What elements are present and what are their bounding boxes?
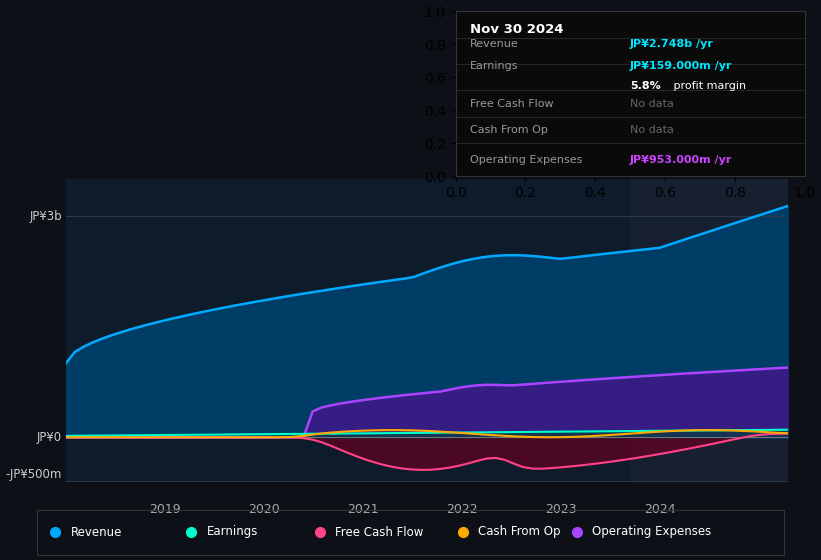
Text: Cash From Op: Cash From Op (470, 125, 548, 135)
Text: JP¥953.000m /yr: JP¥953.000m /yr (631, 155, 732, 165)
Text: 5.8%: 5.8% (631, 81, 661, 91)
Text: Free Cash Flow: Free Cash Flow (335, 525, 424, 539)
Text: 2019: 2019 (149, 503, 181, 516)
Text: JP¥2.748b /yr: JP¥2.748b /yr (631, 39, 714, 49)
Text: 2022: 2022 (446, 503, 477, 516)
Text: 2021: 2021 (346, 503, 378, 516)
Text: JP¥3b: JP¥3b (30, 209, 62, 222)
Text: 2020: 2020 (248, 503, 279, 516)
Text: Nov 30 2024: Nov 30 2024 (470, 23, 563, 36)
Text: Earnings: Earnings (207, 525, 258, 539)
Text: Operating Expenses: Operating Expenses (592, 525, 711, 539)
Text: Earnings: Earnings (470, 60, 518, 71)
Text: 2023: 2023 (544, 503, 576, 516)
Text: JP¥159.000m /yr: JP¥159.000m /yr (631, 60, 732, 71)
Text: -JP¥500m: -JP¥500m (6, 468, 62, 480)
Text: 2024: 2024 (644, 503, 676, 516)
Text: profit margin: profit margin (670, 81, 746, 91)
Text: Cash From Op: Cash From Op (479, 525, 561, 539)
Text: No data: No data (631, 99, 674, 109)
Text: No data: No data (631, 125, 674, 135)
Text: Revenue: Revenue (71, 525, 122, 539)
Bar (630, 179, 788, 482)
Text: Revenue: Revenue (470, 39, 518, 49)
Text: Operating Expenses: Operating Expenses (470, 155, 582, 165)
Text: Free Cash Flow: Free Cash Flow (470, 99, 553, 109)
Text: JP¥0: JP¥0 (37, 431, 62, 444)
